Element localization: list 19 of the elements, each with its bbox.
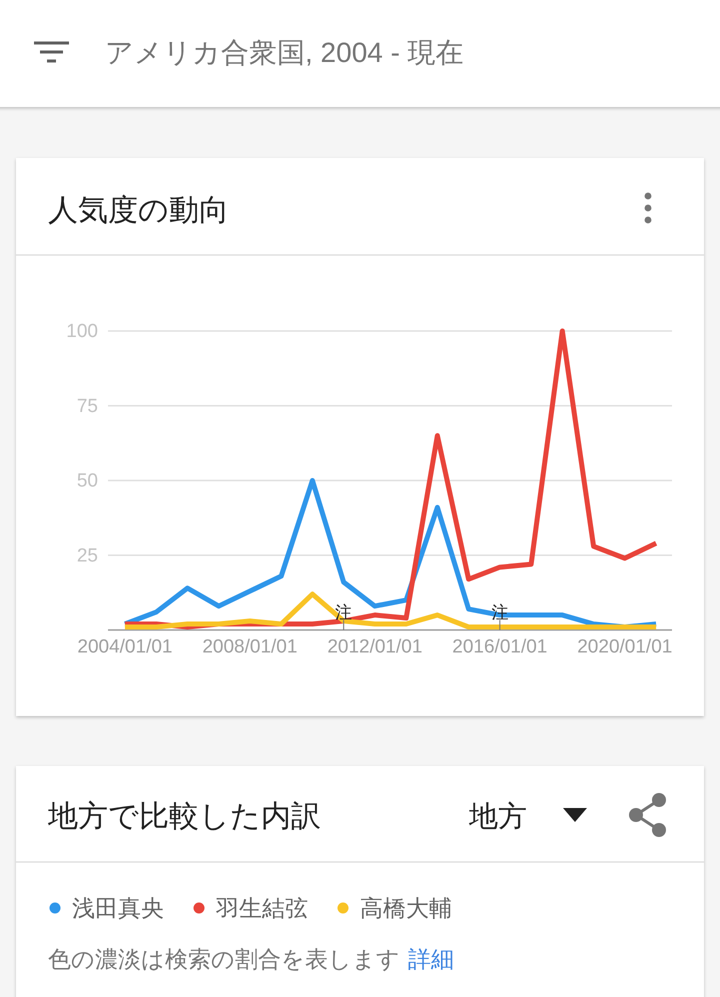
y-tick-label: 25 [76, 545, 98, 566]
text: 地方で比較した内訳 [47, 800, 321, 833]
legend-label: 羽生結弦 [215, 895, 308, 921]
legend-label: 浅田真央 [72, 895, 164, 921]
y-tick-label: 75 [76, 396, 98, 417]
text: 色の濃淡は検索の割合を表します [48, 946, 400, 972]
x-tick-label: 2012/01/01 [327, 636, 422, 658]
annotation: 注 [335, 603, 352, 622]
x-tick-label: 2020/01/01 [577, 636, 672, 658]
chart-subtitle: アメリカ合衆国, 2004 - 現在 [105, 37, 464, 68]
legend-label: 高橋大輔 [360, 895, 452, 921]
y-tick-label: 100 [66, 321, 98, 342]
text: 地方 [468, 801, 527, 833]
x-tick-label: 2004/01/01 [77, 636, 172, 658]
x-tick-label: 2016/01/01 [452, 636, 548, 658]
x-tick-label: 2008/01/01 [202, 636, 298, 658]
text: 詳細 [408, 946, 454, 972]
chart-title: 人気度の動向 [48, 194, 229, 227]
y-tick-label: 50 [76, 470, 98, 492]
